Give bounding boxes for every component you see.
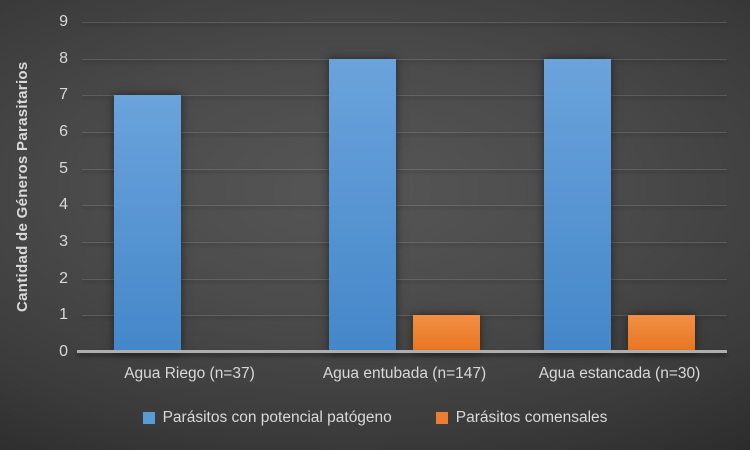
y-axis-tick-label: 0 bbox=[59, 343, 68, 360]
gridline bbox=[82, 95, 727, 97]
y-axis-tick-label: 2 bbox=[59, 269, 68, 287]
plot-area bbox=[77, 22, 727, 353]
y-axis-tick-label: 7 bbox=[59, 86, 68, 104]
gridline bbox=[82, 315, 727, 317]
bar-series1-cat2 bbox=[628, 315, 695, 352]
legend-item-patogenos: Parásitos con potencial patógeno bbox=[142, 409, 392, 427]
y-axis-tick-label: 3 bbox=[59, 233, 68, 250]
legend-label-patogenos: Parásitos con potencial patógeno bbox=[162, 409, 392, 426]
x-axis-category-label: Agua estancada (n=30) bbox=[538, 365, 701, 382]
x-axis-line bbox=[77, 350, 727, 353]
x-axis-category-label: Agua Riego (n=37) bbox=[124, 365, 255, 382]
y-axis-tick-label: 4 bbox=[59, 196, 68, 214]
bar-series0-cat0 bbox=[114, 95, 181, 352]
gridline bbox=[82, 242, 727, 243]
legend-label-comensales: Parásitos comensales bbox=[455, 409, 608, 426]
gridline bbox=[82, 278, 727, 280]
bar-series1-cat1 bbox=[413, 315, 480, 352]
gridline bbox=[82, 205, 727, 207]
y-axis-title: Cantidad de Géneros Parasitarios bbox=[14, 61, 31, 313]
y-axis-tick-label: 8 bbox=[59, 49, 68, 67]
y-axis-tick-label: 5 bbox=[59, 159, 68, 177]
legend-swatch-blue-icon bbox=[142, 412, 155, 424]
gridline bbox=[82, 58, 727, 60]
legend-swatch-orange-icon bbox=[435, 412, 448, 424]
bar-series0-cat1 bbox=[329, 58, 396, 352]
legend-item-comensales: Parásitos comensales bbox=[435, 409, 608, 427]
gridline bbox=[82, 168, 727, 170]
gridline bbox=[82, 22, 727, 23]
gridline bbox=[82, 132, 727, 133]
y-axis-tick-label: 1 bbox=[59, 306, 68, 324]
legend: Parásitos con potencial patógeno Parásit… bbox=[0, 405, 750, 431]
y-axis-tick-label: 6 bbox=[59, 123, 68, 140]
bar-series0-cat2 bbox=[544, 58, 611, 352]
y-axis-tick-label: 9 bbox=[59, 13, 68, 30]
x-axis-category-label: Agua entubada (n=147) bbox=[322, 365, 487, 382]
